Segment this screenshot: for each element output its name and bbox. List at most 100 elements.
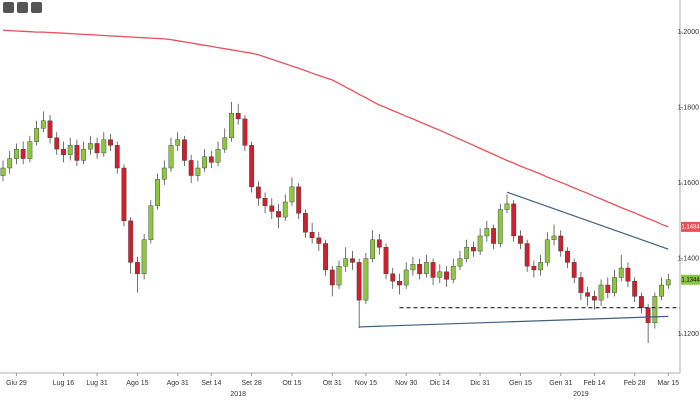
x-tick-label: Feb 28: [624, 380, 646, 387]
candle-body: [518, 235, 523, 244]
x-tick-label: Mar 15: [657, 380, 679, 387]
candle-body: [202, 156, 207, 169]
y-tick-label: 1.1400: [678, 255, 700, 262]
candle-body: [175, 139, 181, 146]
y-tick-label: 1.2000: [678, 29, 700, 36]
candle-body: [34, 128, 40, 142]
candle-body: [168, 145, 174, 169]
candle-body: [289, 186, 295, 203]
candle-body: [370, 239, 375, 259]
candle-body: [437, 271, 443, 278]
candle-body: [665, 279, 671, 286]
candle-body: [376, 239, 382, 248]
candle-body: [471, 247, 476, 252]
candle-body: [101, 139, 107, 154]
candle-body: [303, 213, 308, 233]
x-tick-label: Dic 31: [470, 380, 490, 387]
candle-body: [128, 220, 134, 263]
candle-body: [652, 296, 658, 323]
candle-body: [329, 269, 335, 286]
candle-body: [222, 137, 228, 150]
candle-body: [551, 235, 557, 240]
candle-body: [558, 235, 564, 252]
candle-body: [444, 271, 449, 280]
candle-body: [397, 281, 402, 286]
trend-line: [359, 315, 669, 328]
candle-body: [0, 167, 6, 176]
candle-body: [645, 307, 651, 323]
candle-body: [242, 118, 248, 146]
candle-body: [27, 141, 33, 159]
candle-body: [141, 239, 147, 274]
candle-body: [195, 167, 201, 176]
x-tick-label: Gen 31: [549, 380, 572, 387]
candle-body: [114, 145, 120, 169]
candle-body: [7, 158, 13, 169]
candle-body: [531, 265, 537, 271]
candle-body: [323, 243, 328, 271]
candle-body: [565, 250, 570, 263]
candle-body: [618, 267, 624, 278]
candle-body: [390, 273, 396, 282]
candle-body: [450, 265, 456, 280]
candle-body: [484, 228, 490, 237]
candle-body: [40, 120, 46, 129]
candle-body: [208, 156, 214, 163]
year-label: 2019: [573, 391, 589, 398]
candle-body: [94, 143, 100, 154]
candle-body: [161, 167, 167, 180]
moving-average: [2, 29, 669, 228]
candle-body: [74, 145, 80, 161]
y-tick-label: 1.1800: [678, 104, 700, 111]
candle-body: [121, 167, 127, 222]
x-tick-label: Nov 30: [395, 380, 417, 387]
candle-body: [20, 148, 26, 159]
candle-body: [148, 205, 154, 240]
x-tick-label: Set 28: [242, 380, 262, 387]
candle-body: [255, 186, 261, 199]
candle-body: [524, 243, 530, 267]
x-tick-label: Feb 14: [583, 380, 605, 387]
candle-body: [134, 262, 140, 274]
trend-line: [506, 191, 669, 250]
x-tick-label: Dic 14: [430, 380, 450, 387]
candle-body: [632, 281, 638, 297]
candle-body: [336, 265, 342, 286]
x-tick-label: Ott 15: [282, 380, 301, 387]
candle-body: [430, 262, 436, 278]
candle-body: [625, 267, 631, 282]
candle-body: [477, 235, 483, 252]
candle-body: [343, 258, 349, 267]
candle-body: [296, 186, 302, 214]
candle-body: [229, 113, 234, 138]
candle-body: [276, 211, 281, 218]
candle-body: [309, 231, 315, 239]
x-tick-label: Gen 15: [509, 380, 532, 387]
x-tick-label: Nov 15: [355, 380, 377, 387]
x-tick-label: Ago 15: [126, 380, 148, 387]
candle-body: [504, 203, 510, 210]
candle-body: [61, 148, 66, 155]
candle-body: [598, 284, 604, 301]
candle-body: [87, 143, 93, 150]
x-tick-label: Lug 16: [53, 380, 75, 387]
x-tick-label: Lug 31: [86, 380, 108, 387]
candle-body: [108, 139, 113, 146]
candle-body: [316, 237, 322, 244]
candle-body: [578, 277, 584, 293]
candle-body: [54, 137, 60, 150]
toolbar-button[interactable]: [31, 2, 42, 13]
candle-body: [497, 209, 503, 244]
candle-body: [659, 284, 664, 297]
candle-body: [269, 205, 275, 212]
last-value-box: [681, 221, 700, 232]
x-tick-label: Giu 29: [6, 380, 27, 387]
candle-body: [14, 148, 19, 159]
toolbar-button[interactable]: [3, 2, 14, 13]
y-tick-label: 1.1600: [678, 180, 700, 187]
candle-body: [403, 269, 409, 286]
candle-body: [612, 277, 617, 293]
toolbar-button[interactable]: [17, 2, 28, 13]
candle-body: [538, 262, 544, 271]
